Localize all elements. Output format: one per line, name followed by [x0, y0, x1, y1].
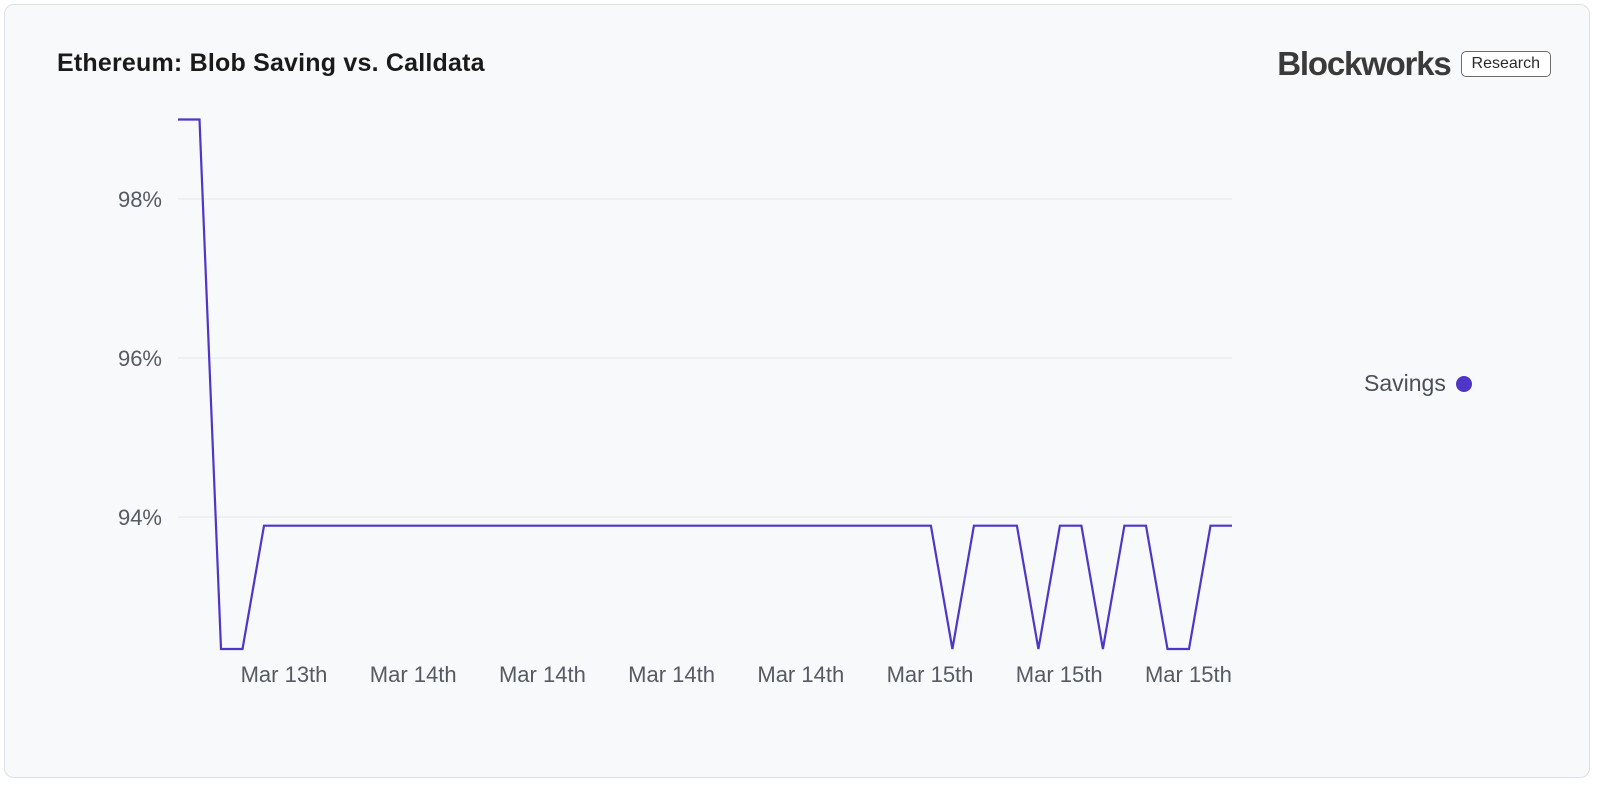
chart-card: Ethereum: Blob Saving vs. Calldata Block…: [4, 4, 1590, 778]
series-layer: [178, 118, 1232, 651]
x-tick-label: Mar 13th: [241, 662, 328, 687]
x-tick-label: Mar 15th: [887, 662, 974, 687]
series-line-savings: [178, 118, 1232, 651]
x-tick-label: Mar 14th: [370, 662, 457, 687]
legend-marker-savings: [1455, 375, 1472, 392]
y-tick-label: 96%: [118, 346, 162, 371]
y-tick-label: 94%: [118, 505, 162, 530]
brand-logo: Blockworks Research: [1277, 47, 1551, 81]
legend-label-savings: Savings: [1364, 370, 1446, 396]
gridlines: [178, 198, 1232, 518]
x-tick-label: Mar 14th: [499, 662, 586, 687]
y-tick-label: 98%: [118, 187, 162, 212]
x-tick-label: Mar 15th: [1145, 662, 1232, 687]
x-tick-label: Mar 14th: [757, 662, 844, 687]
x-tick-label: Mar 14th: [628, 662, 715, 687]
x-tick-label: Mar 15th: [1016, 662, 1103, 687]
brand-name: Blockworks: [1277, 45, 1451, 82]
y-axis: 98% 96% 94%: [118, 187, 162, 530]
chart-title: Ethereum: Blob Saving vs. Calldata: [57, 49, 485, 77]
research-badge: Research: [1460, 51, 1551, 77]
x-axis: Mar 13th Mar 14th Mar 14th Mar 14th Mar 14th…: [241, 662, 1232, 687]
legend: Savings: [1364, 370, 1472, 397]
